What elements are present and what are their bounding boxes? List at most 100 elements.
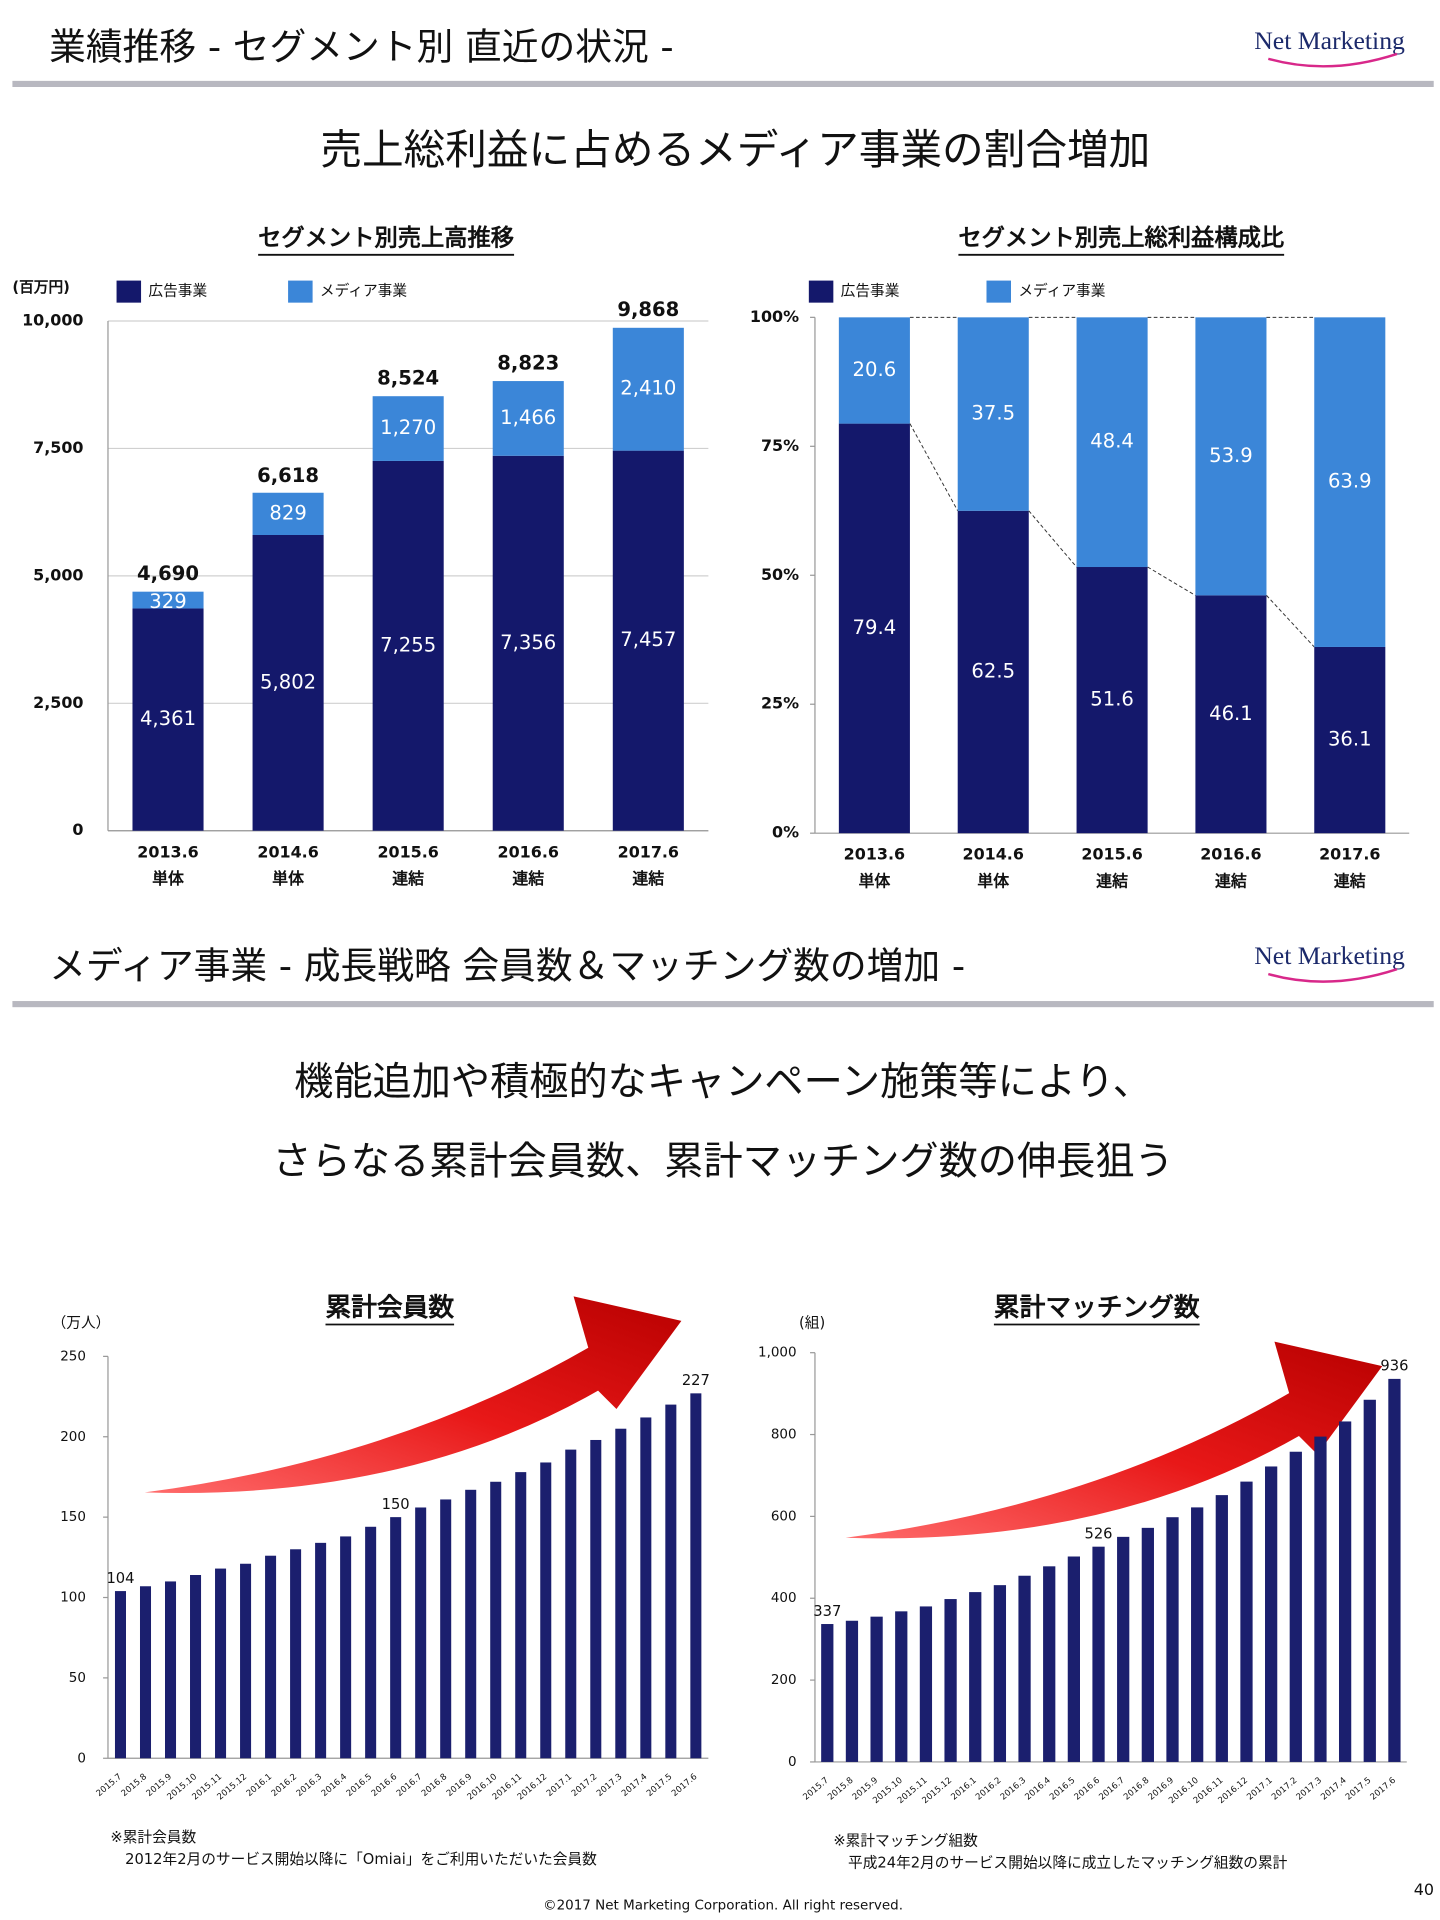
- y-tick-label: 25%: [761, 694, 799, 713]
- y-tick-label: 800: [771, 1427, 797, 1443]
- x-tick-label: 2016.5: [1048, 1776, 1077, 1803]
- value-label: 4,361: [140, 707, 196, 730]
- legend-swatch: [986, 280, 1012, 303]
- bar: [440, 1499, 452, 1759]
- x-tick-label: 2017.4: [1319, 1776, 1348, 1803]
- bar: [340, 1536, 352, 1759]
- x-tick-label: 2017.3: [595, 1772, 624, 1799]
- bar-segment: [132, 591, 204, 609]
- y-tick-label: 5,000: [33, 565, 83, 584]
- value-label: 526: [1085, 1525, 1113, 1542]
- footnote: ※累計会員数: [110, 1829, 196, 1846]
- x-tick-label: 2015.6: [377, 842, 438, 861]
- bar: [690, 1393, 702, 1759]
- y-tick-label: 0%: [772, 823, 799, 842]
- value-label: 1,270: [380, 416, 436, 439]
- legend-label: 広告事業: [148, 283, 207, 300]
- bar: [1067, 1556, 1080, 1762]
- x-tick-label: 2016.8: [1122, 1776, 1151, 1803]
- bar-segment: [612, 327, 684, 451]
- bar: [139, 1586, 152, 1759]
- value-label: 62.5: [971, 659, 1015, 682]
- bar: [1240, 1481, 1253, 1762]
- bar-segment: [252, 492, 324, 535]
- bar-segment: [372, 460, 444, 831]
- connector: [909, 423, 959, 512]
- bar-segment: [1195, 595, 1267, 834]
- legend-swatch: [288, 280, 313, 303]
- bar: [845, 1620, 859, 1762]
- copyright: ©2017 Net Marketing Corporation. All rig…: [543, 1897, 903, 1913]
- value-label: 7,457: [620, 628, 676, 651]
- bar-segment: [372, 396, 444, 461]
- connector: [1028, 510, 1077, 568]
- value-label: 2,410: [620, 377, 676, 400]
- value-label: 337: [813, 1603, 841, 1620]
- x-tick-label: 2017.5: [645, 1772, 674, 1799]
- y-tick-label: 150: [60, 1509, 86, 1525]
- bar: [465, 1489, 477, 1759]
- x-tick-label: 2016.6: [1073, 1776, 1102, 1803]
- bar: [240, 1563, 252, 1759]
- x-tick-label: 2016.1: [245, 1772, 274, 1799]
- bar: [640, 1417, 652, 1759]
- y-tick-label: 0: [72, 820, 83, 839]
- growth-arrow: [144, 1296, 682, 1493]
- y-tick-label: 250: [60, 1348, 86, 1364]
- bar: [190, 1575, 202, 1759]
- bar: [944, 1599, 957, 1762]
- value-label: 936: [1380, 1358, 1408, 1375]
- logo: Net Marketing: [1254, 941, 1405, 970]
- bar-segment: [838, 317, 910, 424]
- legend-label: メディア事業: [320, 282, 407, 300]
- bar: [490, 1481, 502, 1759]
- total-label: 8,524: [377, 367, 439, 390]
- bar: [290, 1549, 302, 1759]
- x-tick-label: 2016.2: [974, 1776, 1003, 1803]
- x-tick-label: 2015.7: [801, 1776, 830, 1803]
- x-tick-label: 2015.8: [120, 1772, 149, 1799]
- growth-arrow: [845, 1341, 1383, 1539]
- bar: [1117, 1536, 1130, 1762]
- value-label: 227: [682, 1372, 710, 1389]
- bar-segment: [838, 423, 910, 834]
- y-unit: (組): [799, 1314, 825, 1331]
- bar: [1043, 1566, 1056, 1762]
- total-label: 4,690: [137, 562, 199, 585]
- bar: [993, 1585, 1007, 1762]
- x-tick-label: 2016.6: [370, 1772, 399, 1799]
- bar-segment: [957, 317, 1029, 511]
- value-label: 79.4: [853, 616, 897, 639]
- y-tick-label: 2,500: [33, 693, 83, 712]
- header-rule: [12, 1001, 1434, 1008]
- y-tick-label: 0: [788, 1754, 797, 1770]
- bar: [665, 1404, 677, 1759]
- bar: [1363, 1399, 1376, 1762]
- x-tick-label: 2016.2: [270, 1772, 299, 1799]
- x-tick-label: 2016.7: [395, 1772, 424, 1799]
- x-tick-label: 2017.4: [620, 1772, 649, 1799]
- value-label: 53.9: [1209, 444, 1253, 467]
- bar: [821, 1624, 834, 1762]
- bar: [165, 1581, 177, 1759]
- connector: [1266, 595, 1315, 648]
- footnote: ※累計マッチング組数: [833, 1833, 978, 1850]
- bar: [1191, 1507, 1204, 1762]
- slide-title: 業績推移 - セグメント別 直近の状況 -: [49, 26, 674, 69]
- x-tick-note: 単体: [152, 869, 184, 888]
- total-label: 8,823: [497, 351, 559, 374]
- bar-segment: [1076, 317, 1148, 568]
- x-tick-note: 連結: [1215, 872, 1247, 891]
- bar-segment: [1195, 317, 1267, 596]
- x-tick-label: 2015.7: [95, 1772, 124, 1799]
- bar: [540, 1462, 552, 1759]
- y-tick-label: 0: [77, 1750, 86, 1766]
- value-label: 20.6: [853, 358, 897, 381]
- value-label: 7,356: [500, 631, 556, 654]
- value-label: 7,255: [380, 633, 436, 656]
- value-label: 36.1: [1328, 728, 1372, 751]
- bar-segment: [492, 455, 564, 831]
- bar: [870, 1616, 883, 1762]
- x-tick-label: 2014.6: [257, 842, 318, 861]
